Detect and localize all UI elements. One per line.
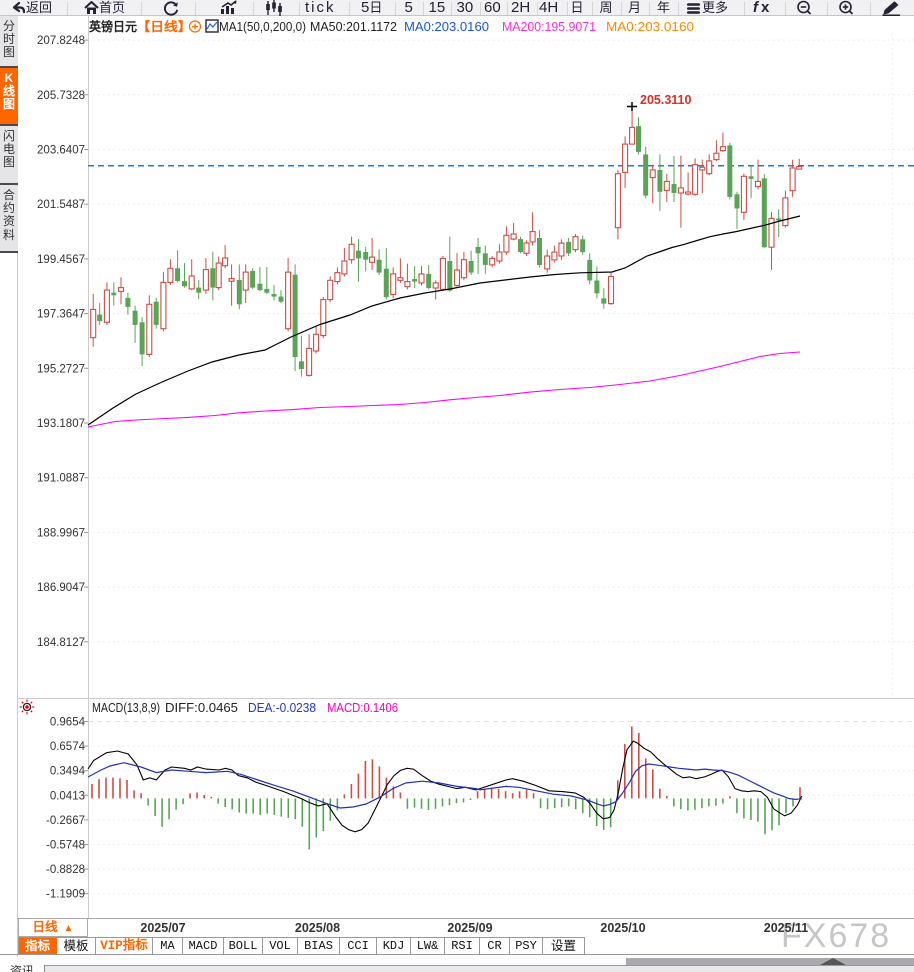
svg-text:205.3110: 205.3110 bbox=[640, 93, 691, 107]
svg-text:-0.5748: -0.5748 bbox=[46, 840, 85, 852]
svg-text:193.1807: 193.1807 bbox=[37, 418, 85, 430]
svg-text:201.5487: 201.5487 bbox=[37, 199, 85, 211]
svg-text:-0.8828: -0.8828 bbox=[46, 864, 85, 876]
svg-text:203.6407: 203.6407 bbox=[37, 145, 85, 157]
svg-text:MACD(13,8,9): MACD(13,8,9) bbox=[92, 700, 160, 715]
svg-text:-0.2667: -0.2667 bbox=[46, 815, 85, 827]
svg-text:DIFF:0.0465: DIFF:0.0465 bbox=[165, 700, 238, 715]
svg-text:0.9654: 0.9654 bbox=[50, 717, 86, 729]
svg-text:197.3647: 197.3647 bbox=[37, 309, 85, 321]
svg-text:186.9047: 186.9047 bbox=[37, 582, 85, 594]
svg-text:207.8248: 207.8248 bbox=[37, 35, 85, 47]
svg-text:-1.1909: -1.1909 bbox=[46, 889, 85, 901]
svg-text:英镑日元: 英镑日元 bbox=[89, 19, 137, 34]
svg-text:205.7328: 205.7328 bbox=[37, 90, 85, 102]
svg-text:MA200:195.9071: MA200:195.9071 bbox=[502, 19, 596, 34]
svg-text:0.0413: 0.0413 bbox=[50, 790, 85, 802]
svg-text:195.2727: 195.2727 bbox=[37, 363, 85, 375]
svg-text:MA0:203.0160: MA0:203.0160 bbox=[404, 19, 489, 34]
svg-text:MA50:201.1172: MA50:201.1172 bbox=[310, 19, 397, 34]
svg-text:MA1(50,0,200,0): MA1(50,0,200,0) bbox=[219, 19, 306, 34]
svg-text:DEA:-0.0238: DEA:-0.0238 bbox=[248, 700, 316, 715]
svg-text:191.0887: 191.0887 bbox=[37, 473, 85, 485]
svg-text:【日线】: 【日线】 bbox=[137, 19, 192, 34]
svg-text:184.8127: 184.8127 bbox=[37, 637, 85, 649]
svg-text:188.9967: 188.9967 bbox=[37, 527, 85, 539]
svg-text:199.4567: 199.4567 bbox=[37, 254, 85, 266]
svg-text:MA0:203.0160: MA0:203.0160 bbox=[606, 19, 694, 34]
svg-text:0.6574: 0.6574 bbox=[50, 741, 86, 753]
svg-text:MACD:0.1406: MACD:0.1406 bbox=[327, 700, 398, 715]
svg-text:0.3494: 0.3494 bbox=[50, 766, 86, 778]
